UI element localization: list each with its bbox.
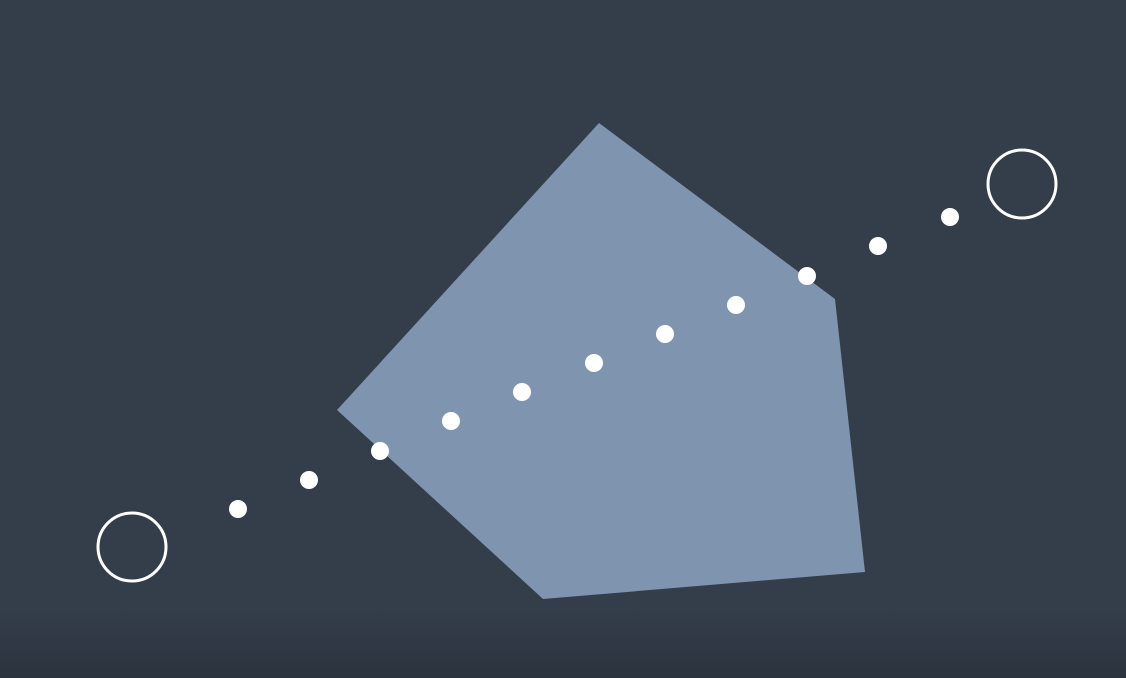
dotted-path <box>229 208 959 518</box>
path-dot <box>727 296 745 314</box>
path-dot <box>585 354 603 372</box>
path-dot <box>371 442 389 460</box>
path-dot <box>798 267 816 285</box>
path-dot <box>941 208 959 226</box>
start-endpoint-ring <box>96 511 168 583</box>
end-endpoint-ring <box>986 148 1058 220</box>
path-dot <box>656 325 674 343</box>
path-dot <box>869 237 887 255</box>
path-dot <box>513 383 531 401</box>
path-dot <box>300 471 318 489</box>
path-dot <box>229 500 247 518</box>
path-dot <box>442 412 460 430</box>
